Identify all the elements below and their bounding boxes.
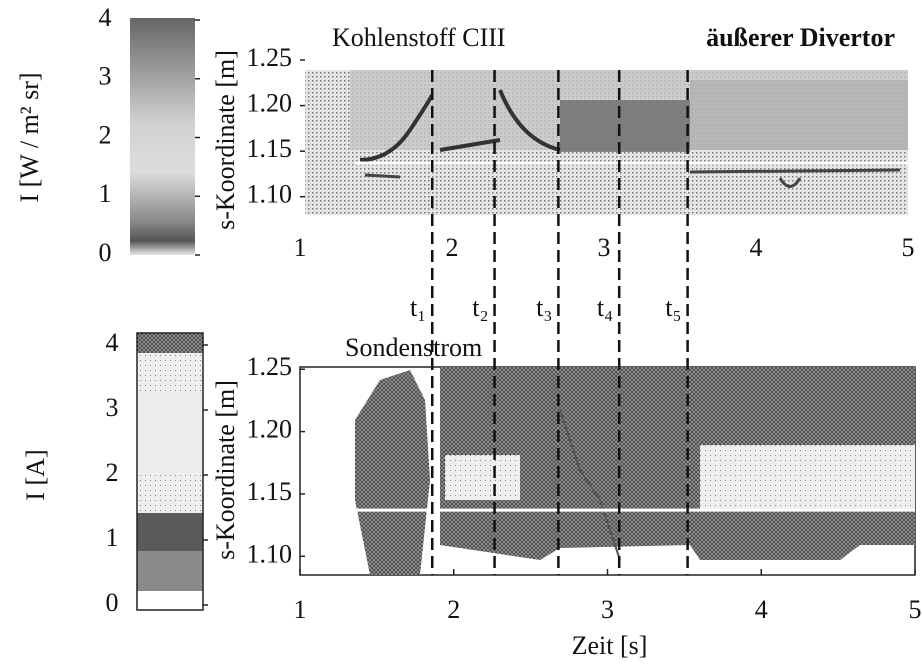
y-tick-label: 1.25 xyxy=(247,43,293,72)
x-tick-label: 2 xyxy=(446,233,459,262)
time-marker-label: t₄ xyxy=(597,293,613,322)
x-tick-label: 5 xyxy=(909,595,922,624)
colorbar-tick-label: 4 xyxy=(99,3,112,32)
y-tick-label: 1.15 xyxy=(247,477,293,506)
colorbar-tick-label: 0 xyxy=(99,238,112,267)
chart-subtitle: äußerer Divertor xyxy=(706,23,895,52)
colorbar-tick-label: 4 xyxy=(106,328,119,357)
x-tick-label: 4 xyxy=(755,595,768,624)
chart-title: Kohlenstoff CIII xyxy=(332,23,506,52)
colorbar-label: I [A] xyxy=(21,449,50,500)
colorbar-tick-label: 1 xyxy=(106,523,119,552)
x-tick-label: 3 xyxy=(598,233,611,262)
colorbar-gradient xyxy=(130,18,195,255)
time-marker-label: t₁ xyxy=(410,293,426,322)
y-tick-label: 1.10 xyxy=(247,539,293,568)
colorbar-tick-label: 2 xyxy=(106,458,119,487)
y-tick-label: 1.10 xyxy=(247,180,293,209)
contour-texture xyxy=(299,366,916,576)
x-axis-label: Zeit [s] xyxy=(572,631,648,660)
time-marker-label: t₃ xyxy=(536,293,552,322)
colorbar-label: I [W / m² sr] xyxy=(15,72,44,202)
heatmap-texture xyxy=(305,70,908,215)
x-tick-label: 2 xyxy=(447,595,460,624)
x-tick-label: 4 xyxy=(750,233,763,262)
y-axis-label: s-Koordinate [m] xyxy=(211,50,240,230)
time-marker-label: t₂ xyxy=(472,293,488,322)
colorbar-tick-label: 2 xyxy=(99,120,112,149)
y-tick-label: 1.25 xyxy=(247,352,293,381)
y-tick-label: 1.15 xyxy=(247,134,293,163)
chart-title: Sondenstrom xyxy=(345,333,482,362)
x-tick-label: 1 xyxy=(294,595,307,624)
colorbar-tick-label: 3 xyxy=(99,62,112,91)
colorbar-tick-label: 1 xyxy=(99,179,112,208)
colorbar-bands xyxy=(136,332,204,611)
colorbar-tick-label: 0 xyxy=(106,588,119,617)
x-tick-label: 1 xyxy=(294,233,307,262)
colorbar-tick-label: 3 xyxy=(106,393,119,422)
y-axis-label: s-Koordinate [m] xyxy=(211,380,240,560)
x-tick-label: 3 xyxy=(601,595,614,624)
x-tick-label: 5 xyxy=(902,233,915,262)
y-tick-label: 1.20 xyxy=(247,415,293,444)
time-marker-label: t₅ xyxy=(665,293,681,322)
y-tick-label: 1.20 xyxy=(247,89,293,118)
